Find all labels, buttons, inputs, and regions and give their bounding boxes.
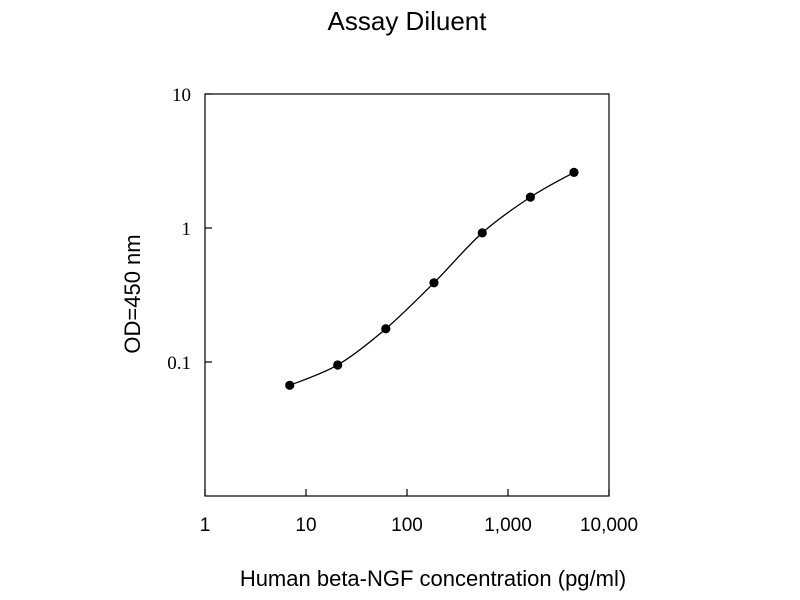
data-point: [525, 192, 536, 202]
data-point: [429, 278, 439, 288]
x-tick-label: 100: [391, 515, 423, 536]
x-tick-label: 1,000: [484, 515, 532, 536]
data-point: [477, 228, 487, 238]
data-point: [381, 324, 391, 334]
y-tick-label: 0.1: [167, 353, 191, 374]
y-tick-label: 1: [182, 219, 192, 240]
data-point: [569, 167, 579, 177]
y-axis-ticks: 10 1 0.1: [167, 85, 212, 374]
data-points: [285, 167, 579, 390]
x-axis-ticks: 1 10 100 1,000 10,000: [200, 489, 638, 536]
plot-frame: [204, 93, 610, 497]
y-tick-label: 10: [172, 85, 191, 106]
x-tick-label: 10: [295, 515, 316, 536]
x-axis-label: Human beta-NGF concentration (pg/ml): [240, 566, 626, 591]
x-tick-label: 10,000: [580, 515, 638, 536]
y-axis-label: OD=450 nm: [120, 234, 145, 353]
data-point: [285, 380, 295, 390]
chart-title: Assay Diluent: [328, 6, 488, 36]
x-tick-label: 1: [200, 515, 211, 536]
data-point: [333, 360, 343, 370]
